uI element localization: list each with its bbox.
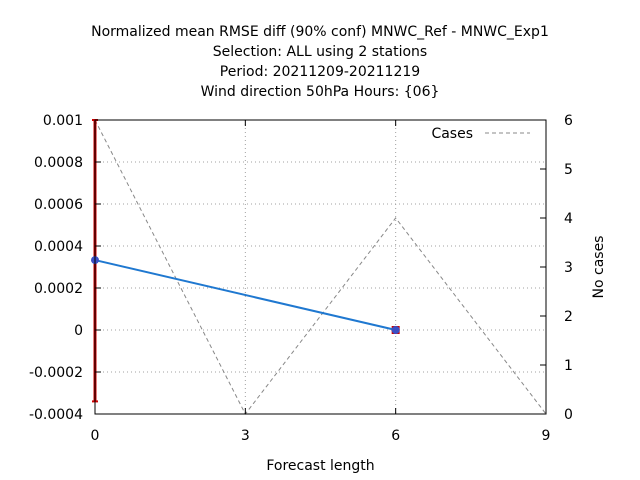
y-tick-label: 0.001 bbox=[43, 113, 83, 129]
y2-axis-label: No cases bbox=[591, 236, 607, 299]
series-line-cases bbox=[94, 119, 547, 415]
x-tick-label: 3 bbox=[241, 428, 250, 444]
plot-area bbox=[91, 119, 547, 415]
chart-title: Normalized mean RMSE diff (90% conf) MNW… bbox=[91, 24, 549, 100]
y2-tick-label: 3 bbox=[564, 260, 573, 276]
title-line-3: Period: 20211209-20211219 bbox=[220, 64, 420, 80]
y-tick-label: 0 bbox=[74, 323, 83, 339]
title-line-2: Selection: ALL using 2 stations bbox=[213, 44, 427, 60]
y2-tick-label: 1 bbox=[564, 358, 573, 374]
y-tick-label: 0.0002 bbox=[34, 281, 83, 297]
plot-frame bbox=[94, 119, 547, 415]
y2-tick-label: 4 bbox=[564, 211, 573, 227]
y-tick-label: -0.0002 bbox=[29, 365, 83, 381]
data-point-1 bbox=[391, 326, 400, 334]
axes: 0 3 6 9 -0.0004 -0.0002 0 0.0002 0.0004 0.0006 0.0… bbox=[29, 113, 607, 474]
y-tick-label: 0.0008 bbox=[34, 155, 83, 171]
title-line-4: Wind direction 50hPa Hours: {06} bbox=[201, 84, 440, 100]
x-axis-label: Forecast length bbox=[266, 458, 374, 474]
y-tick-label: 0.0006 bbox=[34, 197, 83, 213]
x-tick-label: 9 bbox=[542, 428, 551, 444]
legend: Cases bbox=[431, 126, 530, 142]
y-tick-label: 0.0004 bbox=[34, 239, 83, 255]
series-line-mean-diff bbox=[94, 259, 396, 331]
x-tick-label: 6 bbox=[391, 428, 400, 444]
y-tick-label: -0.0004 bbox=[29, 407, 83, 423]
x-tick-label: 0 bbox=[91, 428, 100, 444]
y2-tick-label: 0 bbox=[564, 407, 573, 423]
title-line-1: Normalized mean RMSE diff (90% conf) MNW… bbox=[91, 24, 549, 40]
grid-lines bbox=[95, 120, 546, 414]
y2-tick-label: 5 bbox=[564, 162, 573, 178]
y2-tick-label: 6 bbox=[564, 113, 573, 129]
legend-label-cases: Cases bbox=[431, 126, 473, 142]
y2-tick-label: 2 bbox=[564, 309, 573, 325]
